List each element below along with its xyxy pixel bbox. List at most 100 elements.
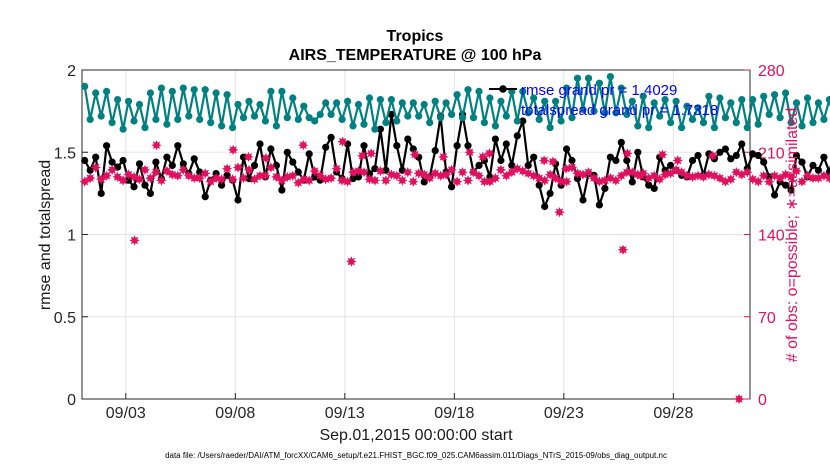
- data-point-totalspread: [103, 87, 111, 95]
- data-point-totalspread: [639, 92, 647, 100]
- data-point-rmse: [617, 138, 625, 146]
- data-point-totalspread: [97, 112, 105, 120]
- data-point-obs-assimilated: [156, 175, 167, 186]
- data-point-obs-assimilated: [561, 176, 572, 187]
- data-point-totalspread: [420, 100, 428, 109]
- data-point-obs-outliers: [657, 149, 668, 160]
- data-point-rmse: [294, 168, 302, 176]
- data-point-rmse: [760, 158, 768, 166]
- data-point-totalspread: [135, 100, 144, 109]
- data-point-totalspread: [152, 115, 160, 123]
- data-point-obs-assimilated: [457, 167, 468, 178]
- data-point-obs-assimilated: [451, 176, 463, 187]
- data-point-totalspread: [179, 84, 187, 92]
- data-point-rmse: [519, 117, 527, 125]
- data-point-totalspread: [393, 117, 401, 125]
- data-point-totalspread: [344, 97, 352, 105]
- data-point-totalspread: [694, 104, 702, 112]
- y2-axis-label: # of obs: o=possible; ∗=assimilated: [784, 108, 801, 362]
- data-point-totalspread: [371, 125, 379, 133]
- data-point-obs-assimilated: [320, 174, 331, 185]
- data-point-totalspread: [678, 124, 686, 132]
- data-point-obs-outliers: [151, 140, 162, 151]
- data-point-totalspread: [765, 110, 773, 118]
- data-point-totalspread: [491, 122, 499, 130]
- data-point-rmse: [278, 186, 286, 194]
- data-point-totalspread: [442, 99, 450, 107]
- data-point-obs-assimilated: [347, 167, 359, 178]
- series-totalspread: [81, 73, 830, 133]
- data-point-totalspread: [294, 115, 302, 123]
- data-point-rmse: [563, 145, 571, 153]
- series-rmse: [81, 110, 830, 211]
- data-point-rmse: [124, 176, 133, 184]
- data-point-rmse: [595, 201, 604, 209]
- data-point-totalspread: [311, 117, 319, 125]
- data-point-obs-assimilated: [106, 164, 118, 176]
- data-point-totalspread: [645, 124, 653, 132]
- data-point-rmse: [820, 153, 828, 161]
- data-point-rmse: [749, 150, 757, 158]
- chart-title: Tropics: [387, 28, 444, 45]
- data-point-totalspread: [141, 124, 149, 132]
- data-point-totalspread: [376, 96, 384, 104]
- data-point-obs-assimilated: [375, 165, 386, 177]
- data-point-rmse: [92, 153, 100, 161]
- data-point-obs-assimilated: [369, 175, 381, 186]
- data-point-rmse: [81, 156, 89, 165]
- data-point-obs-outliers: [357, 150, 368, 161]
- data-point-obs-assimilated: [462, 175, 474, 186]
- data-point-rmse: [634, 148, 642, 156]
- data-point-rmse: [546, 189, 554, 197]
- x-tick-label: 09/08: [215, 405, 255, 422]
- data-point-rmse: [135, 160, 144, 168]
- data-point-totalspread: [634, 122, 642, 130]
- x-tick-label: 09/23: [544, 405, 584, 422]
- legend-label-totalspread: totalspread grand pr = 1.7318: [521, 102, 718, 119]
- data-point-totalspread: [705, 92, 713, 100]
- data-point-totalspread: [267, 87, 275, 95]
- series-line-totalspread: [83, 76, 830, 130]
- data-point-totalspread: [431, 97, 439, 105]
- data-point-rmse: [174, 142, 182, 150]
- data-point-rmse: [650, 184, 658, 192]
- data-point-totalspread: [437, 114, 445, 122]
- data-point-totalspread: [239, 114, 248, 122]
- data-point-totalspread: [749, 96, 757, 104]
- data-point-obs-assimilated: [90, 162, 101, 173]
- data-point-totalspread: [787, 119, 795, 127]
- data-point-rmse: [645, 181, 653, 189]
- data-point-rmse: [119, 156, 127, 165]
- data-point-obs-assimilated: [703, 169, 715, 180]
- data-point-totalspread: [771, 91, 779, 99]
- data-point-totalspread: [354, 100, 363, 109]
- data-point-rmse: [568, 156, 576, 165]
- y2-tick-label: 140: [758, 228, 785, 245]
- data-point-rmse: [283, 148, 291, 156]
- data-point-totalspread: [272, 122, 280, 130]
- data-point-totalspread: [617, 84, 625, 92]
- data-point-obs-assimilated: [364, 174, 375, 185]
- data-point-totalspread: [289, 94, 297, 102]
- data-point-rmse: [349, 175, 357, 183]
- data-point-totalspread: [163, 120, 171, 128]
- data-point-obs-outliers: [243, 151, 254, 163]
- data-point-totalspread: [688, 115, 697, 123]
- data-point-totalspread: [404, 112, 412, 120]
- data-point-rmse: [732, 151, 740, 160]
- data-point-rmse: [190, 155, 198, 163]
- data-point-totalspread: [497, 97, 505, 105]
- data-point-totalspread: [300, 102, 308, 110]
- data-point-obs-assimilated: [150, 167, 162, 178]
- data-point-rmse: [716, 148, 724, 156]
- data-point-rmse: [491, 135, 499, 143]
- data-point-totalspread: [469, 114, 478, 122]
- y2-tick-label: 210: [758, 145, 785, 162]
- data-point-obs-assimilated: [725, 174, 736, 185]
- data-point-obs-outliers: [298, 140, 309, 151]
- data-point-totalspread: [563, 84, 571, 92]
- data-point-rmse: [305, 150, 313, 158]
- y2-tick-label: 70: [758, 310, 776, 327]
- data-point-rmse: [114, 163, 122, 171]
- data-point-obs-outliers: [554, 207, 565, 218]
